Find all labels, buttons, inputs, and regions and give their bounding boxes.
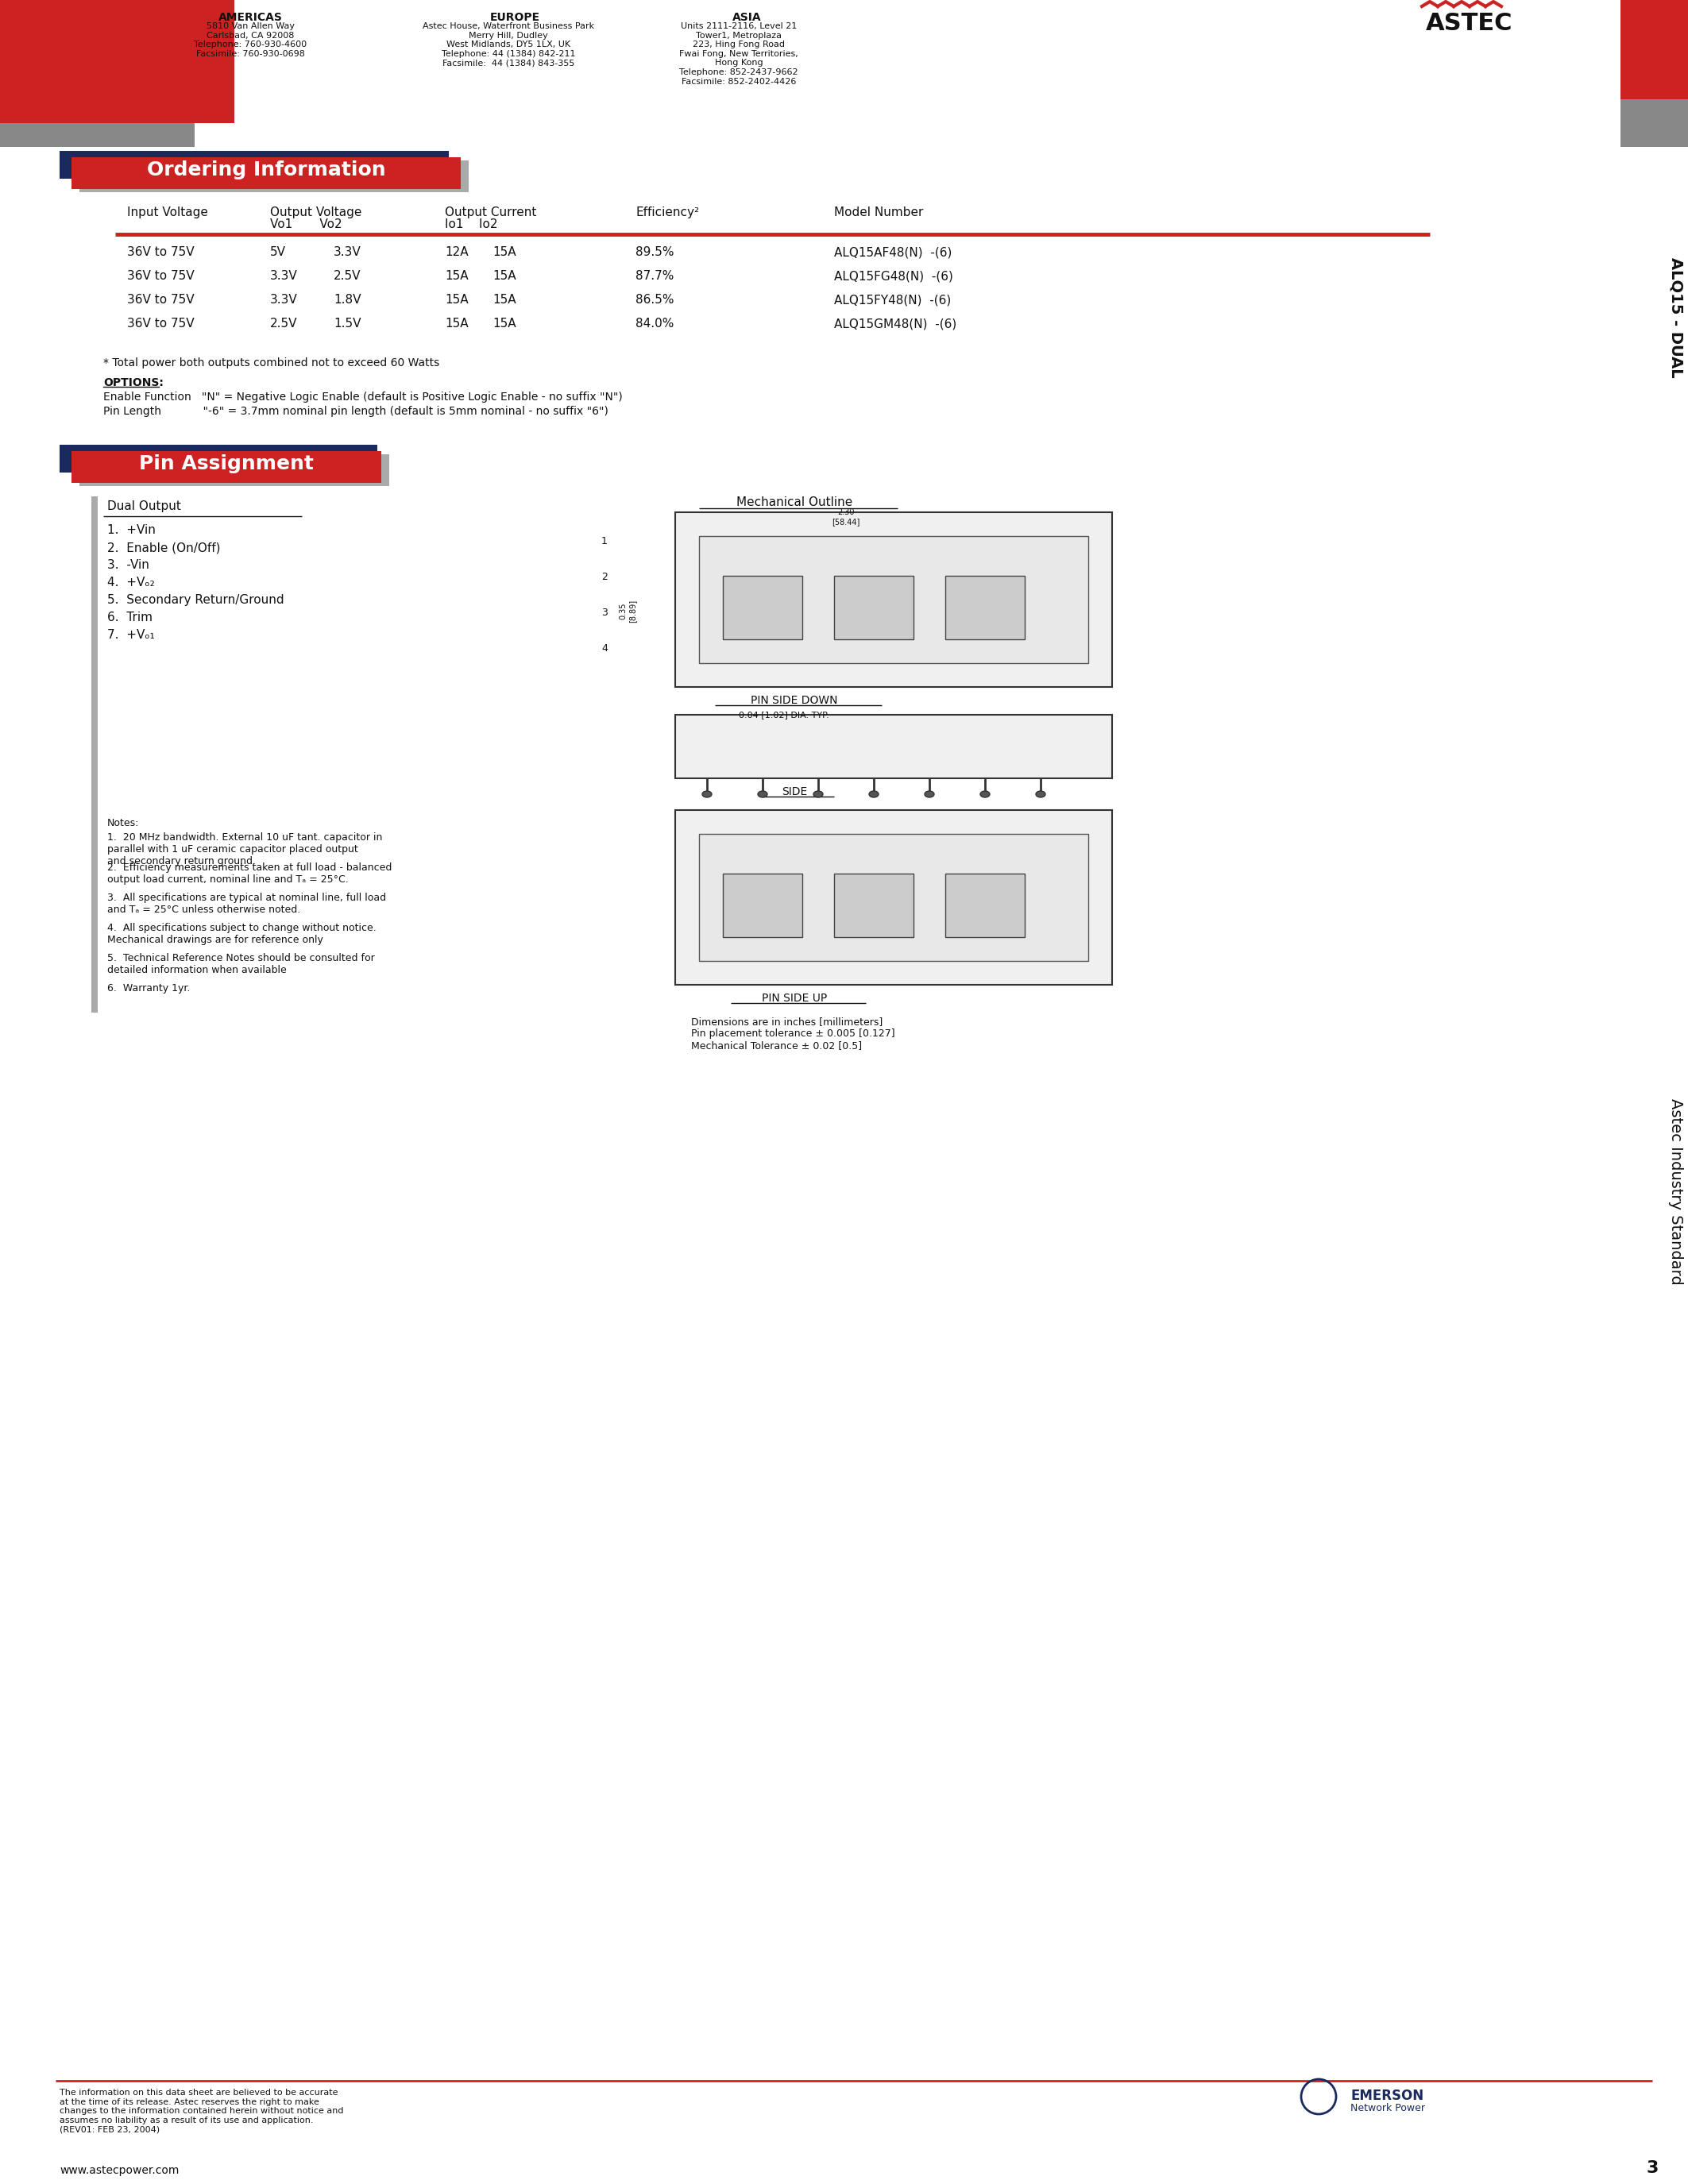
Text: Efficiency²: Efficiency² <box>635 207 699 218</box>
Text: Output Current: Output Current <box>446 207 537 218</box>
Text: 15A: 15A <box>446 295 468 306</box>
Text: 15A: 15A <box>493 317 517 330</box>
Text: PIN SIDE UP: PIN SIDE UP <box>761 994 827 1005</box>
Text: The information on this data sheet are believed to be accurate
at the time of it: The information on this data sheet are b… <box>59 2088 344 2134</box>
Text: Vo1       Vo2: Vo1 Vo2 <box>270 218 343 229</box>
Text: 15A: 15A <box>493 271 517 282</box>
Text: EMERSON: EMERSON <box>1350 2088 1423 2103</box>
Text: Notes:: Notes: <box>108 819 140 828</box>
Bar <box>699 535 1089 664</box>
Text: 15A: 15A <box>446 271 468 282</box>
Text: Pin Length            "-6" = 3.7mm nominal pin length (default is 5mm nominal - : Pin Length "-6" = 3.7mm nominal pin leng… <box>103 406 608 417</box>
Text: 2.5V: 2.5V <box>270 317 297 330</box>
Text: OPTIONS:: OPTIONS: <box>103 378 164 389</box>
Bar <box>79 159 469 192</box>
Bar <box>79 454 390 487</box>
Text: Input Voltage: Input Voltage <box>127 207 208 218</box>
Bar <box>834 874 913 937</box>
Bar <box>834 577 913 640</box>
Text: 3.  -Vin: 3. -Vin <box>108 559 149 570</box>
Bar <box>945 874 1025 937</box>
Text: 87.7%: 87.7% <box>635 271 674 282</box>
Text: Dual Output: Dual Output <box>108 500 181 513</box>
Text: 3: 3 <box>1646 2160 1658 2175</box>
Bar <box>722 577 802 640</box>
Text: 2.5V: 2.5V <box>334 271 361 282</box>
Text: PIN SIDE DOWN: PIN SIDE DOWN <box>751 695 837 705</box>
Text: 4.  +Vₒ₂: 4. +Vₒ₂ <box>108 577 155 587</box>
Text: Output Voltage: Output Voltage <box>270 207 361 218</box>
Text: 3.  All specifications are typical at nominal line, full load
and Tₐ = 25°C unle: 3. All specifications are typical at nom… <box>108 893 387 915</box>
Bar <box>675 513 1112 688</box>
Text: 36V to 75V: 36V to 75V <box>127 271 194 282</box>
Ellipse shape <box>869 791 878 797</box>
Text: 1.  20 MHz bandwidth. External 10 uF tant. capacitor in
parallel with 1 uF ceram: 1. 20 MHz bandwidth. External 10 uF tant… <box>108 832 383 867</box>
Bar <box>675 810 1112 985</box>
Text: Enable Function   "N" = Negative Logic Enable (default is Positive Logic Enable : Enable Function "N" = Negative Logic Ena… <box>103 391 623 402</box>
Bar <box>71 452 381 483</box>
Text: Pin Assignment: Pin Assignment <box>138 454 314 474</box>
Text: 84.0%: 84.0% <box>635 317 674 330</box>
Text: Units 2111-2116, Level 21
Tower1, Metroplaza
223, Hing Fong Road
Fwai Fong, New : Units 2111-2116, Level 21 Tower1, Metrop… <box>679 22 798 85</box>
Ellipse shape <box>758 791 768 797</box>
Text: ALQ15FG48(N)  -(6): ALQ15FG48(N) -(6) <box>834 271 954 282</box>
Ellipse shape <box>925 791 933 797</box>
Text: 15A: 15A <box>446 317 468 330</box>
Text: 1: 1 <box>601 535 608 546</box>
Text: Ordering Information: Ordering Information <box>147 159 385 179</box>
Text: 5V: 5V <box>270 247 285 258</box>
Text: 5810 Van Allen Way
Carlsbad, CA 92008
Telephone: 760-930-4600
Facsimile: 760-930: 5810 Van Allen Way Carlsbad, CA 92008 Te… <box>194 22 307 57</box>
Text: 0.04 [1.02] DIA. TYP.: 0.04 [1.02] DIA. TYP. <box>739 710 829 719</box>
Text: ALQ15 - DUAL: ALQ15 - DUAL <box>1668 258 1683 378</box>
Text: Mechanical Outline: Mechanical Outline <box>736 496 852 509</box>
Text: 0.35
[8.89]: 0.35 [8.89] <box>619 601 636 622</box>
Bar <box>722 874 802 937</box>
Text: 36V to 75V: 36V to 75V <box>127 317 194 330</box>
Text: SIDE: SIDE <box>782 786 807 797</box>
Text: 15A: 15A <box>493 295 517 306</box>
Bar <box>0 122 194 146</box>
Bar <box>699 834 1089 961</box>
Text: 15A: 15A <box>493 247 517 258</box>
Bar <box>59 151 449 179</box>
Text: 7.  +Vₒ₁: 7. +Vₒ₁ <box>108 629 155 640</box>
Text: EUROPE: EUROPE <box>490 11 540 24</box>
Text: 12A: 12A <box>446 247 468 258</box>
Bar <box>71 157 461 190</box>
Bar <box>91 496 98 1013</box>
Text: 89.5%: 89.5% <box>635 247 674 258</box>
Text: ALQ15GM48(N)  -(6): ALQ15GM48(N) -(6) <box>834 317 957 330</box>
Text: 5.  Technical Reference Notes should be consulted for
detailed information when : 5. Technical Reference Notes should be c… <box>108 952 375 976</box>
Text: 2.  Efficiency measurements taken at full load - balanced
output load current, n: 2. Efficiency measurements taken at full… <box>108 863 392 885</box>
Bar <box>1620 98 1688 146</box>
Text: Astec House, Waterfront Business Park
Merry Hill, Dudley
West Midlands, DY5 1LX,: Astec House, Waterfront Business Park Me… <box>422 22 594 68</box>
Bar <box>1620 0 1688 98</box>
Text: 4.  All specifications subject to change without notice.
Mechanical drawings are: 4. All specifications subject to change … <box>108 924 376 946</box>
Text: Astec Industry Standard: Astec Industry Standard <box>1668 1099 1683 1284</box>
Text: 36V to 75V: 36V to 75V <box>127 247 194 258</box>
Text: 2.  Enable (On/Off): 2. Enable (On/Off) <box>108 542 221 553</box>
Text: Io1    Io2: Io1 Io2 <box>446 218 498 229</box>
Text: ASIA: ASIA <box>733 11 761 24</box>
Text: 3: 3 <box>601 607 608 618</box>
Bar <box>103 496 326 515</box>
Text: 1.5V: 1.5V <box>334 317 361 330</box>
Text: 1.  +Vin: 1. +Vin <box>108 524 155 535</box>
Text: Model Number: Model Number <box>834 207 923 218</box>
Text: ALQ15AF48(N)  -(6): ALQ15AF48(N) -(6) <box>834 247 952 258</box>
Text: 5.  Secondary Return/Ground: 5. Secondary Return/Ground <box>108 594 284 605</box>
Text: www.astecpower.com: www.astecpower.com <box>59 2164 179 2175</box>
Text: Dimensions are in inches [millimeters]
Pin placement tolerance ± 0.005 [0.127]
M: Dimensions are in inches [millimeters] P… <box>690 1016 895 1051</box>
Ellipse shape <box>702 791 712 797</box>
Text: 3.3V: 3.3V <box>334 247 361 258</box>
Text: ALQ15FY48(N)  -(6): ALQ15FY48(N) -(6) <box>834 295 950 306</box>
Bar <box>675 714 1112 778</box>
Text: 1.8V: 1.8V <box>334 295 361 306</box>
Text: 2.30
[58.44]: 2.30 [58.44] <box>832 509 861 526</box>
Text: 36V to 75V: 36V to 75V <box>127 295 194 306</box>
Bar <box>945 577 1025 640</box>
Text: AMERICAS: AMERICAS <box>218 11 282 24</box>
Bar <box>59 446 378 472</box>
Text: 3.3V: 3.3V <box>270 271 297 282</box>
Ellipse shape <box>814 791 824 797</box>
